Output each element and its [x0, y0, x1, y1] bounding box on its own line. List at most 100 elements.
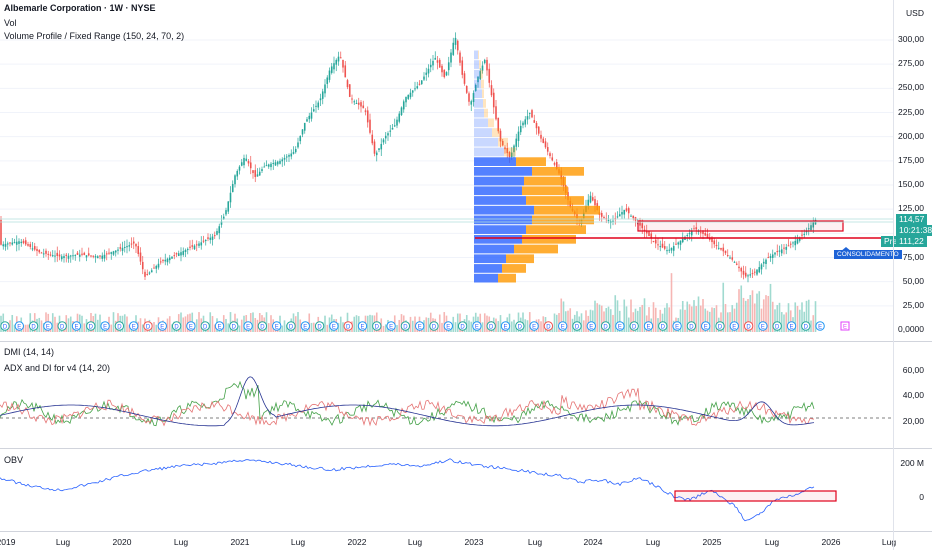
volume-bar	[13, 324, 16, 332]
volume-bar	[198, 312, 200, 332]
marker-letter: E	[503, 325, 507, 331]
candle-body	[308, 115, 311, 120]
adx-label[interactable]: ADX and DI for v4 (14, 20)	[4, 363, 111, 373]
candle-body	[731, 257, 734, 260]
volume-bar	[209, 312, 212, 332]
candle-body	[87, 253, 90, 256]
symbol-title[interactable]: Albemarle Corporation · 1W · NYSE	[4, 3, 156, 13]
volume-indicator-label[interactable]: Vol	[4, 18, 17, 28]
candle-body	[56, 252, 59, 257]
dmi-label[interactable]: DMI (14, 14)	[4, 347, 55, 357]
candle-body	[744, 272, 747, 277]
marker-letter: E	[561, 325, 565, 331]
candle-body	[31, 248, 34, 250]
volume-profile-buy	[474, 205, 534, 215]
pane-separator[interactable]	[0, 341, 932, 342]
candle-body	[798, 237, 801, 241]
marker-letter: D	[632, 325, 637, 331]
candle-body	[762, 261, 765, 264]
volume-bar	[24, 324, 27, 332]
marker-letter: D	[403, 325, 408, 331]
volume-bar	[715, 305, 718, 332]
time-label: 2020	[112, 537, 132, 547]
volume-bar	[652, 302, 655, 332]
dividend-marker	[86, 321, 96, 331]
marker-letter: D	[31, 325, 36, 331]
volume-bar	[398, 319, 401, 332]
candle-body	[9, 242, 11, 244]
volume-bar	[339, 316, 342, 332]
candle-body	[690, 231, 693, 236]
volume-bar	[627, 317, 630, 332]
candle-body	[774, 252, 776, 255]
candle-body	[418, 83, 421, 85]
candle-body	[364, 110, 367, 112]
volume-bar	[567, 310, 569, 332]
volume-profile-sell	[522, 186, 568, 196]
volume-bar	[67, 318, 70, 332]
obv-label[interactable]: OBV	[4, 455, 24, 465]
volume-bar	[706, 310, 709, 332]
candle-body	[276, 161, 279, 165]
volume-bar	[508, 313, 511, 332]
volume-bar	[308, 313, 311, 332]
candle-body	[515, 138, 518, 147]
marker-letter: E	[389, 325, 393, 331]
candle-body	[155, 265, 158, 269]
consolidation-note[interactable]: CONSOLIDAMENTO	[834, 250, 902, 259]
volume-profile-label[interactable]: Volume Profile / Fixed Range (150, 24, 7…	[4, 31, 185, 41]
dividend-marker	[486, 321, 496, 331]
candle-body	[778, 250, 781, 252]
candle-body	[657, 244, 659, 246]
candle-body	[544, 141, 547, 148]
volume-profile-buy	[474, 215, 532, 225]
candle-body	[486, 59, 488, 71]
volume-profile-sell	[514, 244, 558, 254]
candle-body	[733, 261, 736, 263]
candle-body	[621, 212, 623, 215]
candle-body	[427, 68, 430, 74]
time-label: Lug	[407, 537, 423, 547]
volume-bar	[83, 323, 86, 332]
earnings-marker	[643, 321, 654, 331]
volume-profile-sell	[526, 196, 584, 205]
volume-bar	[139, 318, 142, 332]
dividend-marker	[257, 321, 268, 331]
currency-label[interactable]: USD	[906, 8, 924, 18]
earnings-marker	[272, 321, 282, 331]
marker-letter: D	[346, 325, 351, 331]
marker-letter: D	[89, 325, 94, 331]
candle-body	[256, 174, 259, 177]
candle-body	[29, 244, 32, 248]
volume-bar	[353, 316, 356, 332]
volume-bar	[663, 307, 666, 332]
volume-bar	[141, 324, 144, 332]
time-label: 2025	[702, 537, 722, 547]
volume-bar	[582, 320, 585, 332]
marker-letter: D	[518, 325, 523, 331]
candle-body	[688, 233, 691, 235]
volume-bar	[765, 295, 767, 332]
volume-bar	[213, 324, 216, 332]
price-tick: 50,00	[902, 276, 924, 286]
candle-body	[591, 197, 594, 201]
earnings-marker	[129, 321, 139, 331]
volume-bar	[524, 319, 527, 332]
candle-body	[220, 221, 223, 225]
volume-bar	[742, 297, 745, 332]
volume-bar	[713, 308, 716, 332]
candle-body	[18, 241, 20, 244]
dmi-tick-20: 20,00	[902, 416, 924, 426]
candle-body	[594, 199, 596, 206]
volume-bar	[369, 314, 371, 332]
dividend-marker	[57, 321, 67, 331]
volume-bar	[726, 312, 729, 332]
candle-body	[227, 201, 230, 212]
candle-body	[369, 119, 371, 133]
candle-body	[477, 76, 479, 83]
pane-separator[interactable]	[0, 448, 932, 449]
candle-body	[420, 80, 423, 85]
candle-body	[294, 148, 297, 153]
volume-bar	[81, 315, 83, 332]
